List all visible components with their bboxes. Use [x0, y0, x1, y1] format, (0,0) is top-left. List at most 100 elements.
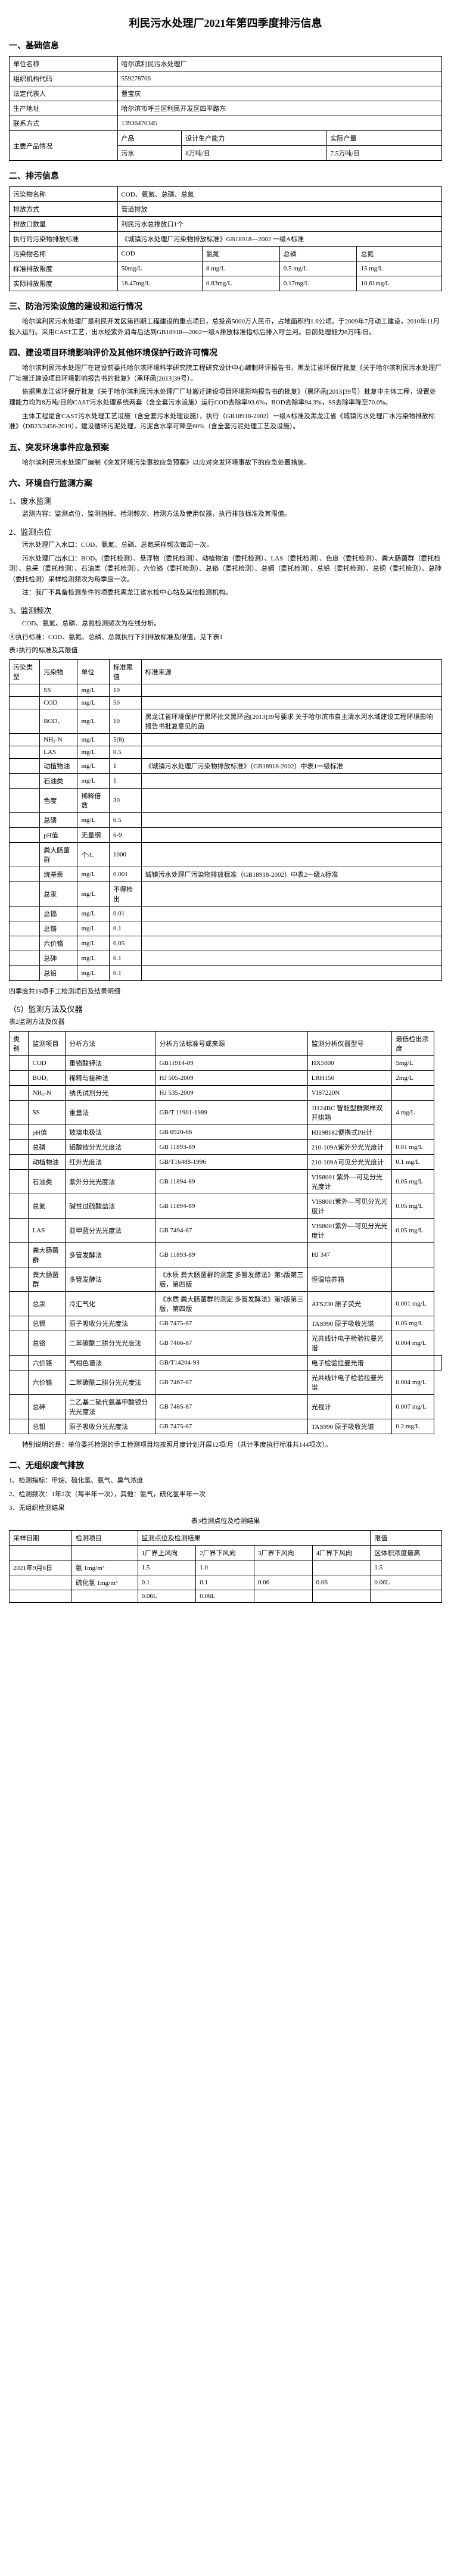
cell: 0.01 mg/L: [392, 1139, 434, 1154]
cell: 0.1: [109, 965, 141, 980]
cell: 产品: [117, 131, 182, 146]
cell: pH值: [29, 1125, 66, 1139]
cell: 1: [109, 773, 141, 788]
cell: SS: [29, 1100, 66, 1125]
cell: mg/L: [77, 812, 110, 827]
cell: 石油类: [40, 773, 77, 788]
cell: [141, 788, 441, 812]
basic-info-table: 单位名称哈尔滨利民污水处理厂组织机构代码559278706法定代表人曹宝庆生产地…: [9, 56, 442, 161]
cell: 0.05 mg/L: [392, 1194, 434, 1218]
cell: TAS990 原子吸收光谱: [307, 1316, 392, 1331]
cell: 《水质 粪大肠菌群的测定 多管发酵法》第5版第三版，第四版: [155, 1267, 307, 1291]
cell: COD: [117, 247, 202, 261]
cell: 0.01: [109, 906, 141, 921]
cell: 0.17mg/L: [279, 276, 357, 291]
cell: GB/T14204-93: [155, 1355, 307, 1370]
cell: [10, 1331, 29, 1355]
cell: 8 mg/L: [202, 261, 279, 276]
cell: GB 7467-87: [155, 1370, 307, 1394]
cell: [10, 906, 40, 921]
cell: [72, 1590, 138, 1602]
cell: 个/L: [77, 842, 110, 867]
cell: 0.06: [312, 1575, 371, 1590]
cell: [392, 1242, 434, 1267]
cell: mg/L: [77, 758, 110, 773]
cell: 50: [109, 696, 141, 709]
label: 生产地址: [10, 101, 118, 116]
cell: 210-109A可见分光光度计: [307, 1154, 392, 1169]
col-header: 监测分析仪器型号: [307, 1031, 392, 1055]
cell: 冷汇气化: [66, 1291, 155, 1316]
cell: [254, 1560, 312, 1575]
s8-sub2: 2、检测频次：1年2次（每半年一次），其他：氨气，硫化氢半年一次: [9, 1490, 442, 1500]
cell: 0.5: [109, 812, 141, 827]
cell: GB 7494-87: [155, 1218, 307, 1242]
cell: [10, 1419, 29, 1434]
page-title: 利民污水处理厂2021年第四季度排污信息: [9, 15, 442, 30]
cell: 污染物名称: [10, 247, 118, 261]
paragraph: 污水处理厂出水口：BOD₅（委托检测）、悬浮物（委托检测）、动植物油（委托检测）…: [9, 554, 442, 585]
quarter-note: 四季度共19项手工检测项目及结果明细: [9, 987, 442, 998]
cell: 总铬: [29, 1331, 66, 1355]
cell: mg/L: [77, 733, 110, 746]
cell: [10, 1154, 29, 1169]
cell: [141, 696, 441, 709]
cell: 总氮: [29, 1194, 66, 1218]
cell: [10, 1242, 29, 1267]
cell: mg/L: [77, 684, 110, 696]
cell: [10, 842, 40, 867]
cell: LAS: [40, 746, 77, 758]
cell: VIS8001 紫外—可见分光光度计: [307, 1169, 392, 1194]
label: 组织机构代码: [10, 71, 118, 86]
cell: AFS230 原子荧光: [307, 1291, 392, 1316]
cell: 总铅: [40, 965, 77, 980]
cell: 《水质 粪大肠菌群的测定 多管发酵法》第5版第三版，第四版: [155, 1291, 307, 1316]
cell: [434, 1355, 441, 1370]
cell: 粪大肠菌群: [29, 1267, 66, 1291]
cell: GB/T16488-1996: [155, 1154, 307, 1169]
s8-sub1: 1、检测指标：甲烷、硫化氢、氨气、臭气浓度: [9, 1476, 442, 1487]
section6-heading: 六、环境自行监测方案: [9, 477, 442, 489]
cell: 总砷: [40, 951, 77, 965]
cell: mg/L: [77, 951, 110, 965]
cell: HJ 535-2009: [155, 1085, 307, 1100]
cell: [10, 951, 40, 965]
cell: mg/L: [77, 746, 110, 758]
cell: 0.001 mg/L: [392, 1291, 434, 1316]
cell: [10, 1194, 29, 1218]
cell: 1.5: [371, 1560, 442, 1575]
cell: VIS8001紫外—可见分光光度计: [307, 1218, 392, 1242]
cell: [312, 1560, 371, 1575]
paragraph: 哈尔滨利民污水处理厂在建设前委托哈尔滨环境科学研究院工程研究设计中心编制环评报告…: [9, 363, 442, 384]
cell: 不得检出: [109, 881, 141, 906]
cell: 粪大肠菌群: [40, 842, 77, 867]
cell: 无量纲: [77, 827, 110, 842]
cell: 标准排放限度: [10, 261, 118, 276]
cell: 总镉: [40, 906, 77, 921]
col-header: 标准来源: [141, 659, 441, 684]
cell: [392, 1125, 434, 1139]
col-header: 类别: [10, 1031, 29, 1055]
cell: GB 7475-87: [155, 1316, 307, 1331]
cell: LAS: [29, 1218, 66, 1242]
col-header: [72, 1545, 138, 1560]
cell: 石油类: [29, 1169, 66, 1194]
cell: GB 7475-87: [155, 1419, 307, 1434]
value: COD、氨氮、总磷、总氮: [117, 187, 442, 202]
cell: HJ 505-2009: [155, 1070, 307, 1085]
cell: 电子检验拉曼光谱: [307, 1355, 392, 1370]
cell: [141, 684, 441, 696]
cell: 6-9: [109, 827, 141, 842]
cell: 多管发酵法: [66, 1267, 155, 1291]
cell: 重铬酸钾法: [66, 1055, 155, 1070]
cell: 5mg/L: [392, 1055, 434, 1070]
cell: SS: [40, 684, 77, 696]
cell: HI198182便携式PH计: [307, 1125, 392, 1139]
s8-sub3: 3、无组织检测结果: [9, 1503, 442, 1514]
value: 《城镇污水处理厂污染物排放标准》GB18918—2002 一级A标准: [117, 232, 442, 247]
cell: [10, 812, 40, 827]
cell: 0.2 mg/L: [392, 1419, 434, 1434]
value: 13936470345: [117, 116, 442, 131]
cell: 动植物油: [29, 1154, 66, 1169]
cell: 0.1: [109, 951, 141, 965]
